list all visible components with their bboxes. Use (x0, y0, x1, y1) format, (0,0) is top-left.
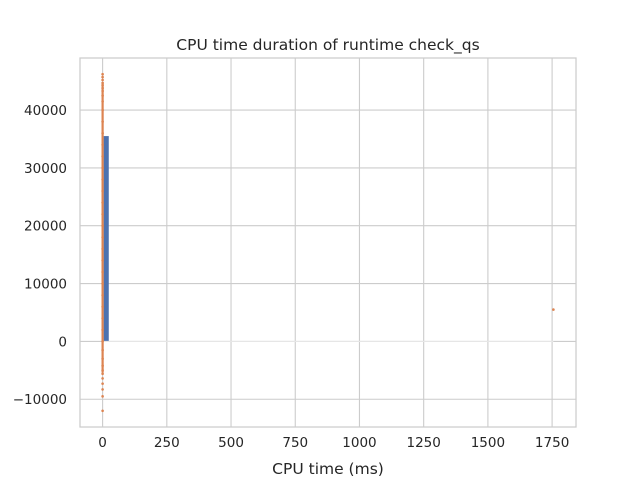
x-axis-label: CPU time (ms) (272, 460, 384, 478)
plot-area (80, 58, 576, 427)
scatter-point (101, 377, 104, 380)
x-tick-label: 0 (98, 435, 107, 451)
histogram-bars (103, 136, 109, 342)
scatter-point (101, 395, 104, 398)
scatter-point (101, 328, 104, 332)
y-tick-label: 40000 (24, 103, 67, 119)
x-tick-label: 750 (282, 435, 308, 451)
scatter-point (101, 372, 104, 376)
x-tick-label: 1500 (471, 435, 505, 451)
scatter-point (101, 155, 104, 158)
scatter-point (101, 143, 104, 147)
scatter-point (101, 357, 104, 361)
scatter-point (101, 235, 104, 239)
y-tick-label: 10000 (24, 277, 67, 293)
scatter-point (101, 100, 104, 103)
scatter-point (101, 120, 104, 123)
scatter-point (101, 178, 104, 181)
scatter-point (101, 189, 104, 193)
x-tick-label: 1250 (407, 435, 441, 451)
chart-title: CPU time duration of runtime check_qs (176, 36, 479, 55)
scatter-point (101, 212, 104, 216)
scatter-point (101, 388, 104, 391)
scatter-points (101, 72, 555, 413)
scatter-point (101, 89, 104, 93)
scatter-point (101, 293, 104, 297)
x-tick-labels: 0 250 500 750 1000 1250 1500 1750 (98, 435, 569, 451)
scatter-point (101, 259, 104, 262)
scatter-point (101, 86, 104, 90)
scatter-point (101, 108, 104, 112)
scatter-point (101, 83, 104, 87)
scatter-point (101, 81, 104, 85)
scatter-point (101, 382, 104, 385)
y-tick-label: −10000 (13, 392, 67, 408)
scatter-point (101, 75, 104, 79)
scatter-point (101, 166, 104, 170)
scatter-point (101, 201, 104, 204)
histogram-bar (103, 136, 109, 342)
x-tick-label: 1750 (535, 435, 569, 451)
scatter-point (101, 224, 104, 228)
scatter-point (101, 364, 104, 367)
y-tick-labels: −10000 0 10000 20000 30000 40000 (13, 103, 67, 408)
scatter-point (101, 72, 104, 76)
scatter-point (101, 369, 104, 372)
scatter-point (101, 247, 104, 251)
scatter-point (101, 305, 104, 308)
x-tick-label: 250 (154, 435, 180, 451)
scatter-point (101, 131, 104, 135)
scatter-point (101, 282, 104, 285)
y-tick-label: 30000 (24, 161, 67, 177)
scatter-point (101, 270, 104, 274)
y-tick-label: 0 (58, 334, 67, 350)
scatter-point (101, 409, 104, 413)
plot-frame (79, 57, 577, 428)
scatter-point (101, 316, 104, 320)
scatter-point (101, 94, 104, 97)
x-tick-label: 500 (218, 435, 244, 451)
grid-lines (80, 58, 576, 427)
scatter-point (552, 308, 555, 311)
x-tick-label: 1000 (342, 435, 376, 451)
scatter-point (101, 78, 104, 82)
y-tick-label: 20000 (24, 219, 67, 235)
scatter-point (101, 340, 104, 343)
scatter-point (101, 348, 104, 352)
